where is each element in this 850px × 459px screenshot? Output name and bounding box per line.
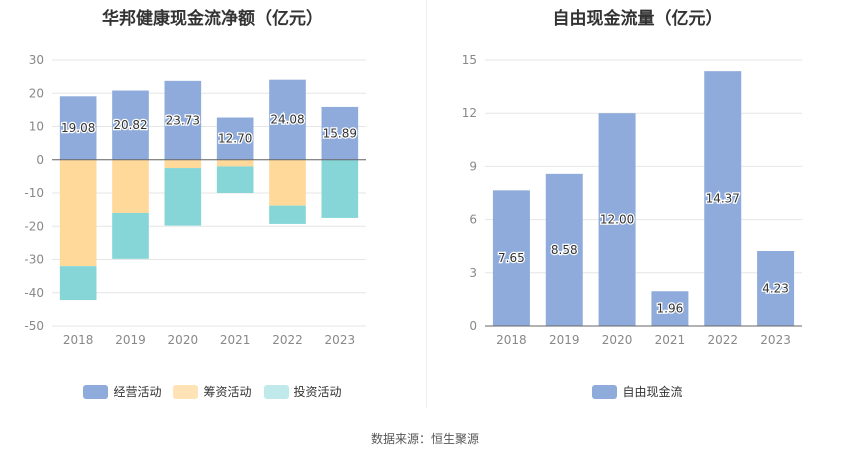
y-tick-label: 0 xyxy=(469,319,477,333)
legend-label-financing: 筹资活动 xyxy=(203,385,252,399)
bar-primary xyxy=(492,190,530,326)
x-tick-label: 2020 xyxy=(602,333,633,347)
x-tick-label: 2021 xyxy=(220,333,251,347)
cashflow-net-chart: 华邦健康现金流净额（亿元） 30 20 10 0 -10 -20 -30 -40 -50 19.0… xyxy=(0,0,425,420)
bar-primary xyxy=(269,79,306,160)
data-label: 23.73 xyxy=(166,113,200,127)
legend-label-fcf: 自由现金流 xyxy=(622,385,683,399)
bar-series-1 xyxy=(269,159,306,206)
legend-swatch-fcf xyxy=(592,384,618,399)
data-label: 1.96 xyxy=(657,302,684,316)
bar-series-1 xyxy=(59,159,97,267)
x-tick-label: 2021 xyxy=(655,333,686,347)
bar-series-2 xyxy=(59,266,97,301)
data-label: 20.82 xyxy=(113,118,147,132)
y-tick-label: -30 xyxy=(24,253,44,267)
legend-item-fcf[interactable]: 自由现金流 xyxy=(592,383,683,400)
legend-swatch-operating xyxy=(83,384,109,399)
data-label: 12.00 xyxy=(600,213,634,227)
x-tick-label: 2023 xyxy=(325,333,356,347)
chart-title-fcf: 自由现金流量（亿元） xyxy=(552,9,723,29)
bar-primary xyxy=(651,291,689,326)
legend-item-financing[interactable]: 筹资活动 xyxy=(173,383,252,400)
cashflow-net-plot: 30 20 10 0 -10 -20 -30 -40 -50 19.08 2018 20.82 2019… xyxy=(24,53,366,347)
bar-primary xyxy=(704,71,742,326)
x-tick-label: 2018 xyxy=(496,333,527,347)
x-tick-label: 2022 xyxy=(707,333,738,347)
bar-series-1 xyxy=(216,159,254,167)
bar-series-2 xyxy=(269,205,306,224)
data-label: 14.37 xyxy=(706,192,740,206)
data-source-note: 数据来源：恒生聚源 xyxy=(370,432,479,446)
x-tick-label: 2022 xyxy=(272,333,303,347)
y-tick-label: -50 xyxy=(24,319,44,333)
bar-primary xyxy=(216,117,254,160)
y-tick-label: 3 xyxy=(469,266,477,280)
y-tick-label: 9 xyxy=(469,159,477,173)
y-tick-label: 0 xyxy=(36,153,44,167)
legend-swatch-investing xyxy=(263,384,289,399)
x-tick-label: 2019 xyxy=(549,333,580,347)
bar-series-2 xyxy=(321,159,359,218)
y-tick-label: -10 xyxy=(24,186,44,200)
free-cashflow-chart: 自由现金流量（亿元） 15 12 9 6 3 0 7.65 2018 8.58 2019 12.00… xyxy=(425,0,850,420)
bar-primary xyxy=(321,106,359,160)
bar-primary xyxy=(545,173,583,326)
bar-primary xyxy=(59,96,97,160)
data-label: 4.23 xyxy=(762,281,789,295)
data-label: 24.08 xyxy=(270,113,304,127)
data-label: 8.58 xyxy=(551,243,578,257)
legend-item-operating[interactable]: 经营活动 xyxy=(83,383,161,400)
bar-primary xyxy=(757,250,795,326)
y-tick-label: -20 xyxy=(24,219,44,233)
free-cashflow-plot: 15 12 9 6 3 0 7.65 2018 8.58 2019 12.00 2020 1.96 202… xyxy=(462,53,802,347)
y-tick-label: -40 xyxy=(24,286,44,300)
data-label: 15.89 xyxy=(323,126,357,140)
cashflow-legend: 经营活动 筹资活动 投资活动 xyxy=(0,383,425,400)
chart-title-cashflow: 华邦健康现金流净额（亿元） xyxy=(102,9,323,29)
bar-series-2 xyxy=(216,166,254,193)
bar-primary xyxy=(112,90,149,160)
bar-series-2 xyxy=(112,212,149,259)
x-tick-label: 2020 xyxy=(168,333,199,347)
x-tick-label: 2019 xyxy=(115,333,146,347)
bar-series-2 xyxy=(164,168,202,226)
legend-swatch-financing xyxy=(173,384,199,399)
bar-series-1 xyxy=(112,159,149,213)
legend-label-operating: 经营活动 xyxy=(113,385,162,399)
y-tick-label: 6 xyxy=(469,213,477,227)
x-tick-label: 2018 xyxy=(63,333,94,347)
bar-primary xyxy=(164,80,202,160)
bar-primary xyxy=(598,113,636,326)
fcf-legend: 自由现金流 xyxy=(425,383,850,400)
legend-item-investing[interactable]: 投资活动 xyxy=(263,383,342,400)
legend-label-investing: 投资活动 xyxy=(293,385,342,399)
x-tick-label: 2023 xyxy=(760,333,791,347)
data-label: 7.65 xyxy=(498,251,525,265)
data-label: 12.70 xyxy=(218,132,252,146)
bar-series-1 xyxy=(164,159,202,169)
y-tick-label: 15 xyxy=(462,53,477,67)
y-tick-label: 20 xyxy=(29,86,44,100)
data-label: 19.08 xyxy=(61,121,95,135)
y-tick-label: 12 xyxy=(462,106,477,120)
y-tick-label: 10 xyxy=(29,120,44,134)
y-tick-label: 30 xyxy=(29,53,44,67)
panel-divider xyxy=(426,0,427,408)
